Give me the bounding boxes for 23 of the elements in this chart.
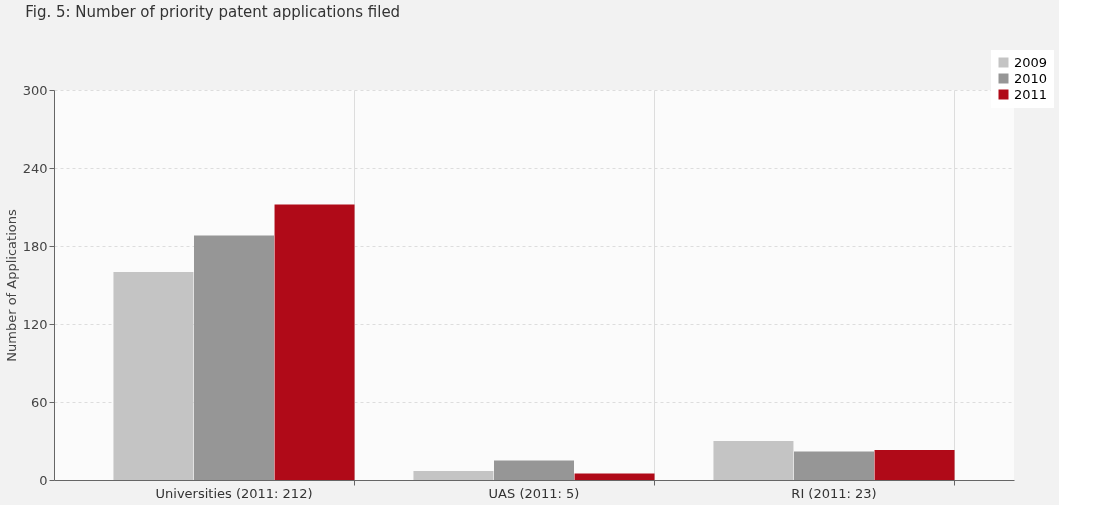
- bar: [194, 235, 274, 480]
- y-tick-label: 0: [39, 472, 48, 488]
- bar: [713, 441, 794, 480]
- bar: [413, 470, 494, 480]
- bar: [113, 272, 194, 480]
- y-axis-title: Number of Applications: [3, 209, 19, 362]
- bar: [874, 450, 955, 480]
- legend-label: 2009: [1014, 54, 1048, 70]
- y-tick-label: 180: [22, 238, 48, 254]
- bar: [274, 204, 355, 480]
- bar: [794, 451, 874, 480]
- bar: [494, 460, 574, 480]
- chart-title: Fig. 5: Number of priority patent applications filed: [25, 3, 401, 21]
- y-tick-label: 300: [22, 82, 48, 98]
- x-tick-label: UAS (2011: 5): [488, 485, 580, 501]
- x-tick-label: RI (2011: 23): [791, 485, 877, 501]
- y-tick-label: 60: [30, 394, 48, 410]
- bar: [574, 473, 655, 480]
- y-tick-label: 120: [22, 316, 48, 332]
- y-tick-label: 240: [22, 160, 48, 176]
- legend-label: 2010: [1014, 70, 1048, 86]
- x-tick-label: Universities (2011: 212): [155, 485, 313, 501]
- legend-label: 2011: [1014, 86, 1048, 102]
